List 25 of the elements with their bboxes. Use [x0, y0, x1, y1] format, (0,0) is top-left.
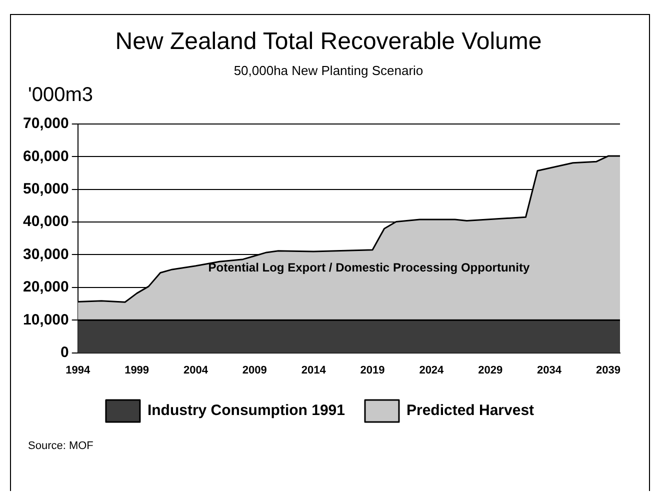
y-tick-label: 20,000	[22, 278, 69, 296]
y-tick-label: 30,000	[22, 246, 69, 263]
chart-title: New Zealand Total Recoverable Volume	[114, 28, 543, 56]
x-tick-label: 2029	[478, 364, 503, 376]
annotation: Potential Log Export / Domestic Processing Opportunity	[208, 260, 530, 274]
x-tick-label: 2004	[183, 364, 209, 376]
y-axis-title: '000m3	[28, 84, 93, 107]
x-tick-label: 2039	[596, 364, 620, 376]
y-tick-label: 40,000	[22, 213, 69, 230]
x-tick-label: 2009	[242, 364, 267, 376]
legend-label: Industry Consumption 1991	[147, 402, 345, 420]
chart-subtitle: 50,000ha New Planting Scenario	[232, 63, 424, 78]
source-note: Source: MOF	[28, 440, 94, 452]
y-tick-label: 50,000	[22, 180, 69, 198]
x-tick-label: 2034	[537, 364, 562, 376]
y-tick-label: 70,000	[22, 115, 69, 132]
y-tick-label: 60,000	[22, 148, 69, 165]
x-tick-label: 2014	[301, 364, 327, 376]
x-tick-label: 1999	[124, 364, 150, 376]
x-tick-label: 2019	[360, 364, 385, 376]
legend-label: Predicted Harvest	[406, 402, 534, 420]
y-tick-label: 10,000	[22, 311, 69, 328]
x-tick-label: 2024	[419, 364, 445, 376]
x-tick-label: 1994	[66, 364, 91, 376]
y-tick-label: 0	[60, 344, 69, 361]
